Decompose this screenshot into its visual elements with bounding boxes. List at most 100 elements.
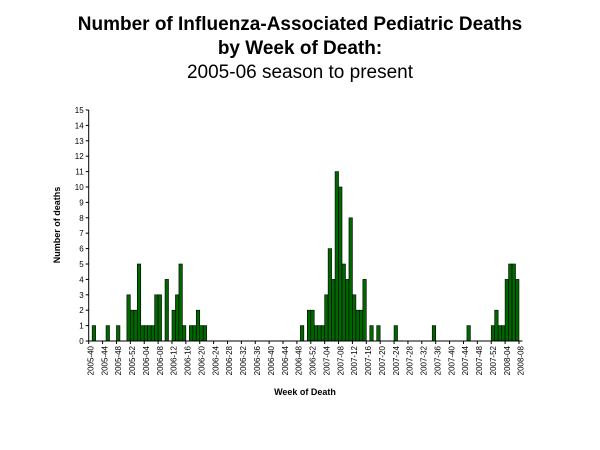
- bar-2007-05: [327, 248, 332, 342]
- bar-2008-04: [504, 279, 509, 342]
- chart-subtitle: 2005-06 season to present: [186, 62, 414, 83]
- bar-2007-03: [320, 325, 325, 342]
- bar-2006-04: [143, 325, 148, 342]
- bar-2007-15: [362, 279, 367, 342]
- y-tick-label: 7: [79, 229, 84, 238]
- bar-2006-07: [154, 294, 159, 342]
- bar-2008-06: [511, 263, 516, 342]
- bar-2007-12: [352, 294, 357, 342]
- bar-2007-04: [324, 294, 329, 342]
- bar-2007-35: [431, 325, 437, 342]
- x-tick-label: 2006-52: [309, 345, 318, 375]
- x-tick-label: 2006-08: [156, 345, 165, 375]
- bar-2007-09: [341, 263, 346, 342]
- y-tick-label: 15: [75, 106, 84, 115]
- bar-2006-14: [178, 263, 183, 342]
- x-tick-label: 2006-24: [211, 345, 220, 375]
- y-tick-label: 0: [79, 337, 84, 346]
- x-tick-label: 2006-40: [267, 345, 276, 375]
- bar-2007-24: [393, 325, 398, 342]
- x-tick-label: 2006-36: [253, 345, 262, 375]
- x-tick-label: 2007-16: [364, 345, 373, 375]
- bar-2007-14: [359, 309, 364, 342]
- x-tick-label: 2005-52: [128, 345, 137, 375]
- bar-2006-51: [307, 309, 312, 342]
- bar-2007-52: [490, 325, 495, 342]
- x-tick-label: 2006-20: [197, 345, 206, 375]
- bar-2006-17: [189, 325, 194, 342]
- x-tick-label: 2005-48: [114, 345, 123, 375]
- x-tick-label: 2007-36: [433, 345, 442, 375]
- y-tick-label: 9: [79, 198, 84, 207]
- x-tick-label: 2007-24: [392, 345, 401, 375]
- bars-group: [91, 171, 520, 342]
- x-tick-label: 2008-04: [503, 345, 512, 375]
- y-tick-label: 2: [79, 306, 84, 315]
- bar-2008-07: [515, 279, 520, 342]
- x-tick-label: 2006-16: [184, 345, 193, 375]
- bar-2006-18: [192, 325, 197, 342]
- bar-2005-45: [105, 325, 110, 342]
- x-tick-label: 2006-04: [142, 345, 151, 375]
- bar-2006-06: [150, 325, 155, 342]
- y-tick-label: 4: [79, 275, 84, 284]
- bar-2006-01: [133, 309, 138, 342]
- bar-2007-11: [348, 217, 353, 342]
- y-axis-label: Number of deaths: [52, 187, 62, 264]
- x-tick-label: 2006-12: [170, 345, 179, 375]
- bar-2006-05: [147, 325, 152, 342]
- bar-2006-03: [140, 325, 145, 342]
- bar-2006-13: [175, 294, 180, 342]
- bar-2007-01: [313, 325, 319, 342]
- bar-2005-41: [91, 325, 96, 342]
- bar-2007-19: [376, 325, 381, 342]
- x-tick-label: 2007-52: [489, 345, 498, 375]
- x-tick-label: 2007-08: [336, 345, 345, 375]
- chart-title: Number of Influenza-Associated Pediatric…: [77, 14, 523, 35]
- bar-2006-12: [171, 309, 176, 342]
- bar-2006-19: [195, 309, 201, 342]
- bar-2006-20: [199, 325, 204, 342]
- x-tick-label: 2006-28: [225, 345, 234, 375]
- bar-2007-10: [345, 279, 350, 342]
- x-tick-label: 2007-40: [447, 345, 456, 375]
- y-tick-label: 12: [75, 152, 84, 161]
- bar-2006-49: [300, 325, 305, 342]
- x-axis: 2005-40 2005-44 2005-48 2005-52 2006-04 2006-…: [86, 340, 526, 375]
- bar-2007-17: [369, 325, 374, 342]
- x-tick-label: 2007-44: [461, 345, 470, 375]
- x-tick-label: 2007-28: [406, 345, 415, 375]
- x-axis-label: Week of Death: [274, 387, 336, 397]
- y-tick-label: 1: [79, 322, 84, 331]
- bar-2006-08: [157, 294, 162, 342]
- x-tick-label: 2007-04: [322, 345, 331, 375]
- bar-2006-21: [202, 325, 207, 342]
- y-tick-label: 6: [79, 245, 84, 254]
- bar-2005-52: [130, 309, 135, 342]
- y-tick-label: 13: [75, 137, 84, 146]
- bar-2007-08: [338, 186, 343, 342]
- x-tick-label: 2007-48: [475, 345, 484, 375]
- y-tick-label: 10: [75, 183, 84, 192]
- y-tick-label: 3: [79, 291, 84, 300]
- y-tick-label: 11: [75, 168, 84, 177]
- y-tick-label: 5: [79, 260, 84, 269]
- bar-2008-05: [508, 263, 513, 342]
- bar-2005-51: [126, 294, 131, 342]
- bar-2008-02: [497, 325, 502, 342]
- x-tick-label: 2008-08: [517, 345, 526, 375]
- bar-2007-02: [317, 325, 322, 342]
- bar-2008-01: [494, 309, 499, 342]
- x-tick-label: 2007-12: [350, 345, 359, 375]
- bar-2006-15: [182, 325, 187, 342]
- bar-2007-07: [334, 171, 339, 342]
- y-tick-label: 14: [75, 121, 84, 130]
- x-tick-label: 2005-44: [100, 345, 109, 375]
- bar-2008-03: [501, 325, 506, 342]
- bar-2005-48: [116, 325, 121, 342]
- bar-2007-45: [466, 325, 471, 342]
- y-tick-label: 8: [79, 214, 84, 223]
- bar-2006-52: [310, 309, 315, 342]
- bar-2006-10: [164, 279, 169, 342]
